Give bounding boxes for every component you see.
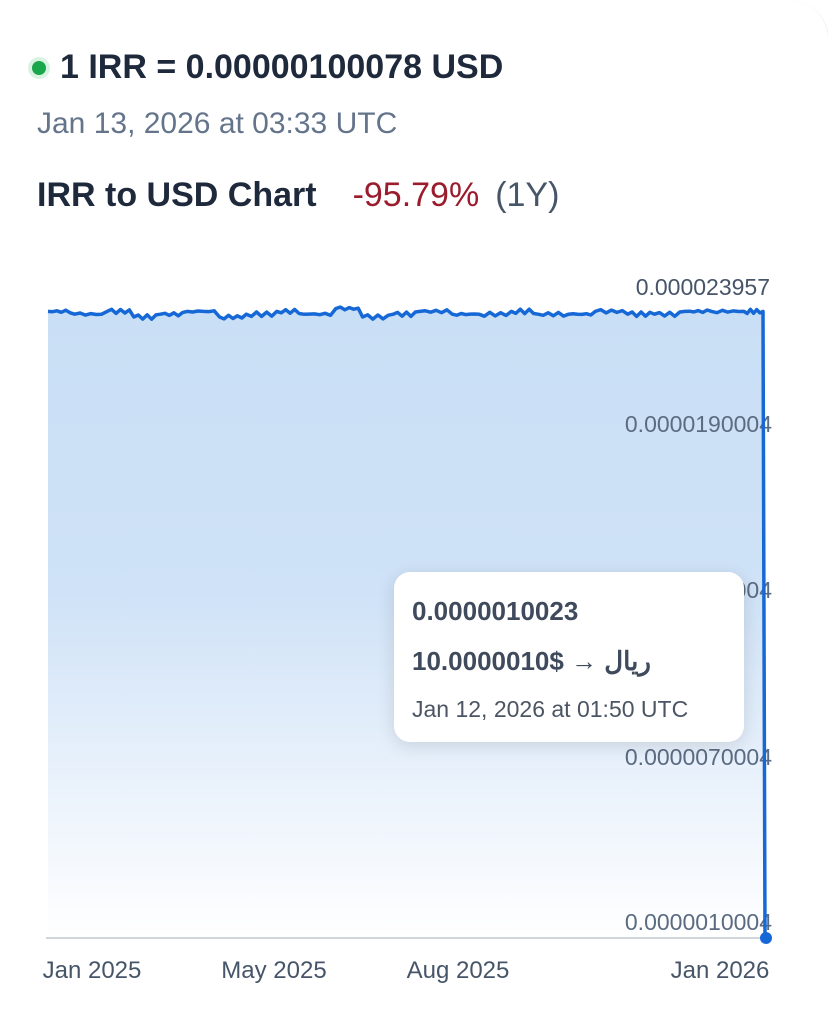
- chart-header: IRR to USD Chart -95.79% (1Y): [37, 176, 559, 215]
- change-percent: -95.79%: [352, 176, 480, 214]
- period-label[interactable]: (1Y): [495, 176, 560, 214]
- x-tick-label: Aug 2025: [407, 957, 510, 984]
- rate-text: 1 IRR = 0.00000100078 USD: [60, 48, 504, 86]
- current-rate: 1 IRR = 0.00000100078 USD: [32, 48, 503, 87]
- last-point-marker: [760, 932, 772, 944]
- tooltip-conversion: 1ريال → $0.0000010: [412, 646, 651, 676]
- x-tick-label: Jan 2025: [43, 957, 142, 984]
- live-status-dot-icon: [32, 60, 46, 75]
- y-tick-label: 0.0000190004: [625, 411, 772, 437]
- x-tick-label: May 2025: [221, 957, 326, 984]
- tooltip: 0.0000010023 1ريال → $0.0000010 Jan 12, …: [394, 572, 744, 742]
- series-line: [47, 305, 767, 938]
- tooltip-value: 0.0000010023: [412, 596, 579, 626]
- tooltip-date: Jan 12, 2026 at 01:50 UTC: [412, 696, 689, 722]
- x-tick-label: Jan 2026: [671, 957, 770, 984]
- y-tick-label: 0.0000010004: [625, 909, 772, 935]
- updated-time: Jan 13, 2026 at 03:33 UTC: [37, 107, 398, 140]
- y-tick-label: 0.0000070004: [625, 744, 772, 770]
- y-tick-label: 0.000023957: [636, 274, 770, 300]
- chart-title: IRR to USD Chart: [37, 176, 317, 214]
